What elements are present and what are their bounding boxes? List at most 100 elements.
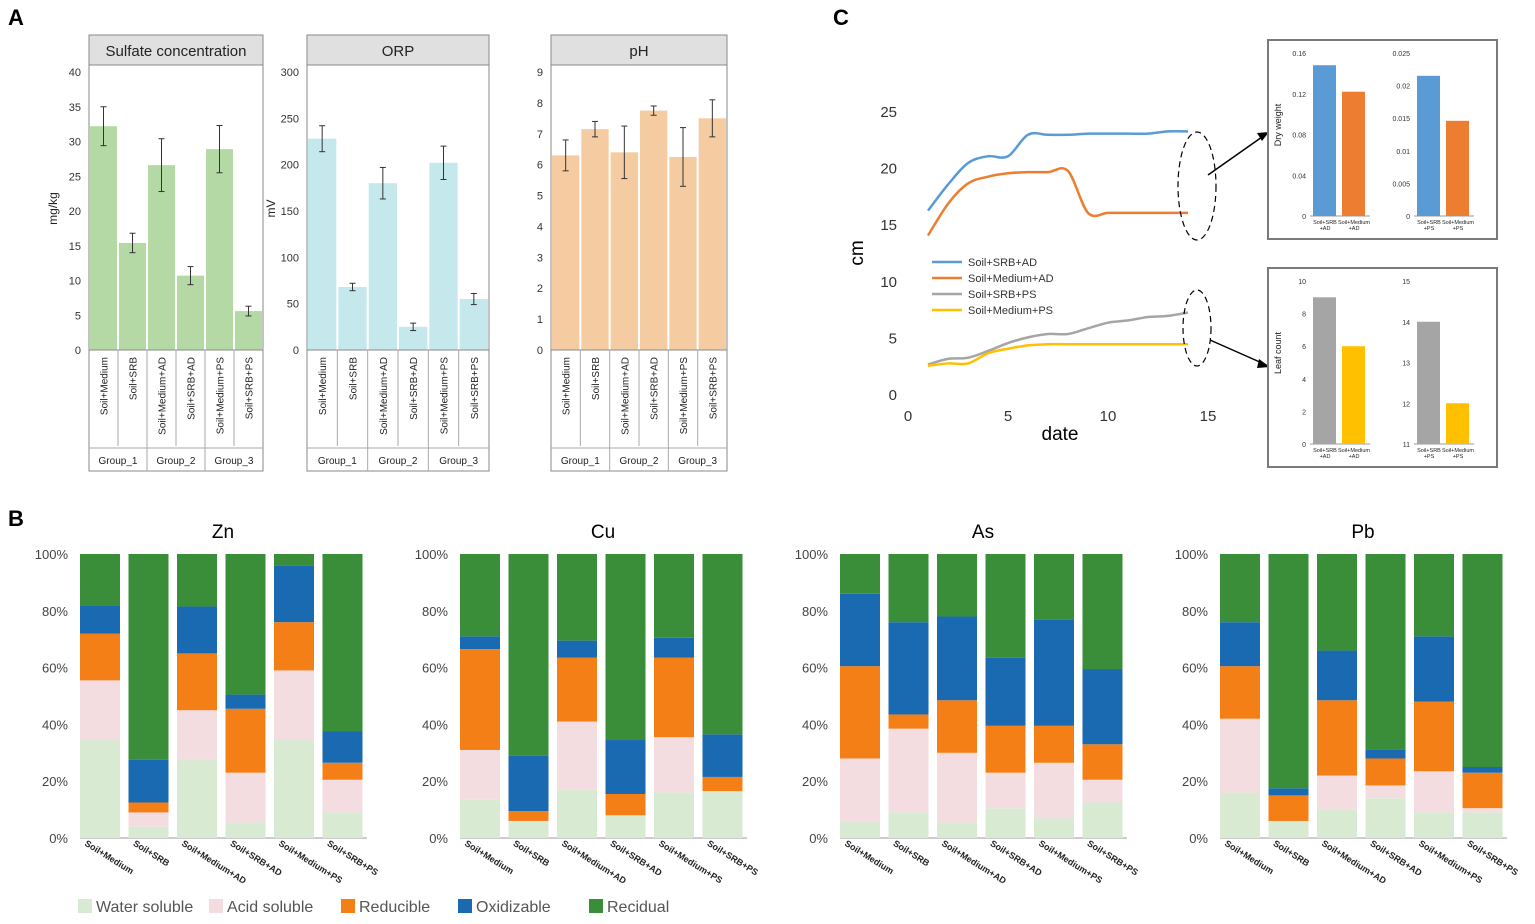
- stacked-segment: [985, 657, 1026, 726]
- inset-bar: [1417, 75, 1440, 216]
- bar: [698, 118, 726, 350]
- group-label: Group_3: [439, 456, 478, 467]
- y-tick-label: 35: [69, 102, 81, 114]
- y-tick-label: 5: [889, 330, 897, 347]
- inset-x-label: Soil+SRB +PS: [1417, 220, 1441, 232]
- x-category-label: Soil+SRB+PS: [470, 357, 481, 420]
- x-tick-label: 10: [1100, 408, 1117, 425]
- group-label: Group_2: [157, 456, 196, 467]
- bar: [308, 138, 337, 350]
- y-tick-label: 30: [69, 137, 81, 149]
- bar: [399, 326, 428, 350]
- y-tick-label: 20%: [422, 774, 448, 789]
- stacked-segment: [1414, 701, 1454, 772]
- inset-y-tick: 4: [1302, 377, 1306, 384]
- stacked-segment: [225, 694, 266, 709]
- bar: [552, 155, 580, 350]
- x-category-label: Soil+Medium: [562, 357, 573, 415]
- legend-label: Reducible: [359, 899, 430, 916]
- y-tick-label: 50: [287, 299, 299, 311]
- stacked-segment: [605, 554, 646, 741]
- series-line: [927, 311, 1189, 366]
- stacked-segment: [177, 554, 217, 607]
- inset-x-label: Soil+Medium +PS: [1442, 448, 1474, 460]
- stacked-segment: [322, 779, 363, 813]
- stacked-segment: [1082, 669, 1123, 745]
- group-label: Group_3: [678, 456, 717, 467]
- stacked-segment: [985, 772, 1026, 809]
- y-tick-label: 15: [880, 217, 897, 234]
- bar: [338, 286, 367, 350]
- legend-label: Soil+SRB+AD: [968, 257, 1037, 269]
- stacked-segment: [80, 680, 120, 741]
- y-tick-label: 9: [537, 67, 543, 79]
- bar: [235, 311, 262, 350]
- group-label: Group_1: [318, 456, 357, 467]
- inset-x-label: Soil+Medium +AD: [1338, 448, 1370, 460]
- stacked-segment: [274, 565, 314, 623]
- stacked-segment: [654, 792, 694, 838]
- stacked-segment: [937, 822, 977, 838]
- y-tick-label: 100%: [35, 547, 69, 562]
- inset-bar: [1342, 91, 1365, 216]
- x-category-label: Soil+Medium: [1223, 838, 1276, 876]
- x-category-label: Soil+Medium+PS: [440, 357, 451, 435]
- group-label: Group_1: [99, 456, 138, 467]
- highlight-ellipse: [1177, 131, 1217, 241]
- stacked-segment: [1462, 808, 1503, 813]
- stacked-segment: [225, 708, 266, 773]
- stacked-segment: [1082, 802, 1123, 838]
- inset-y-tick: 10: [1298, 279, 1306, 286]
- stacked-segment: [322, 762, 363, 780]
- y-tick-label: 200: [281, 160, 299, 172]
- stacked-segment: [654, 637, 694, 658]
- group-label: Group_3: [215, 456, 254, 467]
- stacked-segment: [322, 554, 363, 732]
- x-axis-label: date: [1042, 424, 1079, 445]
- x-category-label: Soil+SRB: [591, 357, 602, 400]
- stacked-segment: [702, 734, 743, 777]
- stacked-segment: [605, 740, 646, 794]
- bar: [177, 275, 204, 350]
- stacked-segment: [1220, 718, 1260, 793]
- bar: [148, 165, 175, 350]
- inset-bar: [1313, 297, 1336, 444]
- inset-x-label-line: +PS: [1424, 226, 1435, 232]
- inset-x-label: Soil+Medium +AD: [1338, 220, 1370, 232]
- y-tick-label: 25: [880, 104, 897, 121]
- inset-bar: [1313, 65, 1336, 216]
- stacked-segment: [80, 740, 120, 838]
- legend-label: Soil+Medium+AD: [968, 273, 1054, 285]
- stacked-segment: [274, 554, 314, 566]
- inset-y-tick: 0.015: [1392, 116, 1410, 123]
- x-tick-label: 15: [1200, 408, 1217, 425]
- inset-y-tick: 0.12: [1292, 92, 1306, 99]
- stacked-segment: [985, 808, 1026, 838]
- x-tick-label: 0: [904, 408, 912, 425]
- y-tick-label: 60%: [422, 661, 448, 676]
- y-tick-label: 100%: [1175, 547, 1209, 562]
- legend-label: Soil+Medium+PS: [968, 305, 1053, 317]
- y-tick-label: 100%: [415, 547, 449, 562]
- y-tick-label: 20%: [802, 774, 828, 789]
- inset-x-label-line: +PS: [1453, 226, 1464, 232]
- stacked-segment: [128, 554, 169, 760]
- inset-y-tick: 0: [1302, 214, 1306, 221]
- chart-title: Sulfate concentration: [106, 43, 247, 60]
- metal-title: Cu: [591, 522, 615, 543]
- x-category-label: Soil+Medium+PS: [679, 357, 690, 435]
- y-axis-label: mg/kg: [46, 192, 60, 225]
- stacked-segment: [1462, 554, 1503, 767]
- inset-x-label-line: Soil+SRB: [1417, 448, 1441, 454]
- chart-a-2: pH 0 1 2 3 4 5 6 7 8 9 Soil+Medium Soil+SRB Soil+Medi…: [537, 34, 728, 472]
- y-tick-label: 20%: [42, 774, 68, 789]
- inset-x-label-line: Soil+Medium: [1338, 448, 1370, 454]
- stacked-segment: [654, 737, 694, 793]
- x-category-label: Soil+Medium: [843, 838, 896, 876]
- inset-y-tick: 14: [1402, 320, 1410, 327]
- stacked-segment: [888, 812, 929, 838]
- inset-y-tick: 6: [1302, 344, 1306, 351]
- y-tick-label: 40%: [802, 717, 828, 732]
